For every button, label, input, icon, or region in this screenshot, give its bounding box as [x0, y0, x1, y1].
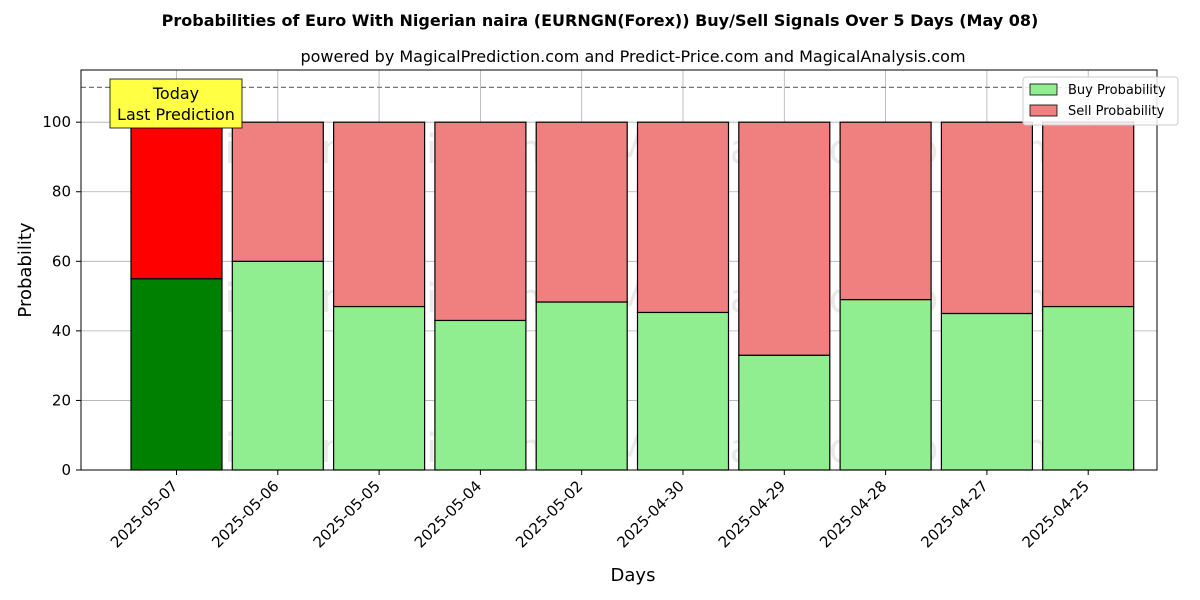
plot-frame	[80, 69, 1158, 471]
annotation-text: Today	[152, 84, 199, 103]
x-tick-label: 2025-04-25	[1019, 477, 1093, 551]
sell-bar	[1042, 121, 1135, 308]
x-tick-label: 2025-04-29	[715, 477, 789, 551]
chart-subtitle: powered by MagicalPrediction.com and Pre…	[300, 47, 965, 66]
sell-bar	[231, 121, 324, 262]
buy-bar	[940, 312, 1034, 471]
y-tick-label: 100	[42, 113, 71, 131]
sell-bar	[839, 121, 932, 301]
legend-box	[1022, 76, 1179, 126]
bars	[130, 121, 1135, 471]
x-axis-label: Days	[611, 565, 656, 586]
legend: Buy Probability Sell Probability	[1022, 76, 1179, 126]
y-tick-label: 60	[52, 252, 71, 270]
annotation-box	[109, 78, 243, 129]
buy-bar	[130, 278, 223, 471]
y-tick-label: 80	[52, 183, 71, 201]
x-tick-label: 2025-04-30	[613, 477, 687, 551]
buy-bar	[636, 311, 730, 471]
sell-bar	[738, 121, 831, 356]
legend-label: Sell Probability	[1068, 104, 1165, 119]
y-axis-label: Probability	[15, 222, 36, 317]
y-tick-label: 0	[61, 461, 71, 479]
legend-swatch	[1029, 83, 1058, 96]
sell-bar	[130, 121, 223, 280]
sell-bar	[434, 121, 527, 322]
buy-bar	[333, 305, 426, 471]
sell-bar	[636, 121, 730, 314]
legend-label: Buy Probability	[1068, 83, 1166, 98]
x-tick-label: 2025-05-06	[208, 477, 282, 551]
x-tick-label: 2025-05-04	[411, 477, 485, 551]
sell-bar	[535, 121, 628, 303]
y-tick-label: 20	[52, 391, 71, 409]
buy-bar	[839, 298, 932, 471]
x-tick-label: 2025-05-05	[310, 477, 384, 551]
sell-bar	[940, 121, 1034, 315]
x-tick-label: 2025-04-28	[816, 477, 890, 551]
buy-bar	[738, 354, 831, 471]
x-tick-label: 2025-05-02	[512, 477, 586, 551]
buy-bar	[231, 260, 324, 471]
buy-bar	[434, 319, 527, 471]
annotation-text: Last Prediction	[117, 105, 235, 124]
chart-title: Probabilities of Euro With Nigerian nair…	[162, 11, 1039, 30]
today-annotation: Today Last Prediction	[109, 78, 243, 129]
x-tick-label: 2025-05-07	[107, 477, 181, 551]
buy-bar	[1042, 305, 1135, 471]
sell-bar	[333, 121, 426, 308]
x-tick-label: 2025-04-27	[917, 477, 991, 551]
buy-bar	[535, 301, 628, 471]
legend-swatch	[1029, 104, 1058, 117]
y-tick-label: 40	[52, 322, 71, 340]
